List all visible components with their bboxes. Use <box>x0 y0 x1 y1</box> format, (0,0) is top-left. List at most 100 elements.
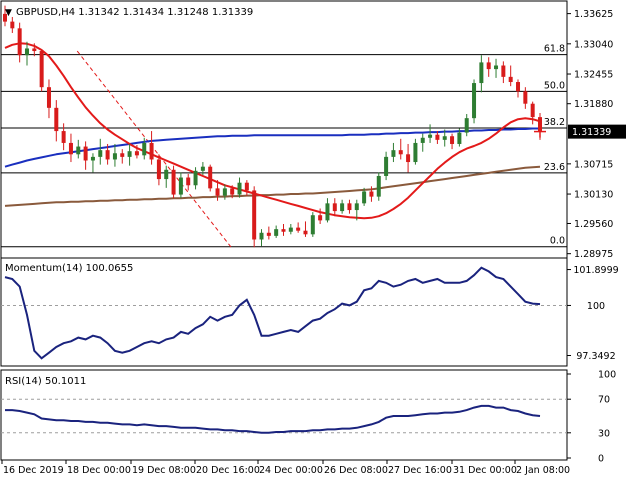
price-tick-label: 1.30715 <box>574 159 613 170</box>
momentum-series <box>1 266 567 360</box>
candle-body <box>178 177 183 195</box>
candle <box>325 198 330 223</box>
time-tick-label: 18 Dec 00:00 <box>67 465 131 476</box>
rsi-tick-label: 30 <box>598 428 610 439</box>
candle <box>296 222 301 233</box>
candle <box>376 172 381 201</box>
candle-body <box>76 146 81 155</box>
candle <box>134 145 139 159</box>
price-tick-label: 1.33040 <box>574 39 613 50</box>
rsi-tick-label: 100 <box>598 370 616 381</box>
candle-body <box>391 150 396 157</box>
candle-body <box>90 156 95 161</box>
candle <box>164 165 169 188</box>
candle <box>200 162 205 175</box>
rsi-title: RSI(14) 50.1011 <box>5 376 86 387</box>
candle-body <box>134 151 139 156</box>
momentum-tick-label: 97.3492 <box>576 351 615 362</box>
time-tick-label: 19 Dec 08:00 <box>132 465 196 476</box>
candle <box>516 79 521 98</box>
candle <box>193 167 198 190</box>
candle-body <box>193 170 198 186</box>
candle <box>494 58 499 78</box>
time-tick-label: 26 Dec 08:00 <box>324 465 388 476</box>
candle <box>472 79 477 124</box>
candle <box>17 22 22 63</box>
chart-header: ▼ GBPUSD,H4 1.31342 1.31434 1.31248 1.31… <box>5 7 253 18</box>
fib-level-label: 61.8 <box>544 44 565 55</box>
candle-body <box>464 118 469 133</box>
candle <box>149 131 154 165</box>
moving-averages <box>4 42 541 220</box>
candle <box>24 41 29 66</box>
candle-body <box>508 76 513 83</box>
time-tick-label: 31 Dec 00:00 <box>453 465 517 476</box>
candle <box>362 187 367 206</box>
price-panel-frame <box>0 0 568 283</box>
price-tick-label: 1.31880 <box>574 99 613 110</box>
candle <box>406 143 411 173</box>
candle-body <box>288 227 293 232</box>
candle <box>442 129 447 147</box>
candle <box>435 131 440 144</box>
candle-body <box>259 232 264 240</box>
candle-body <box>17 28 22 56</box>
time-tick-label: 27 Dec 16:00 <box>388 465 452 476</box>
momentum-title: Momentum(14) 100.0655 <box>5 263 133 274</box>
candle-body <box>442 136 447 140</box>
candle <box>354 199 359 221</box>
time-tick-label: 2 Jan 08:00 <box>516 465 570 476</box>
candle-body <box>244 182 249 191</box>
candle <box>142 137 147 160</box>
candle-body <box>32 48 37 52</box>
price-axis: 1.33625 1.33040 1.32455 1.31880 1.31339 1.307… <box>567 9 626 260</box>
candle-body <box>237 182 242 195</box>
candle-body <box>222 188 227 196</box>
candle <box>39 50 44 92</box>
candle-body <box>83 146 88 161</box>
candle-body <box>10 21 15 29</box>
candle <box>76 139 81 159</box>
collapse-arrow-icon[interactable]: ▼ <box>5 8 12 18</box>
candle-body <box>296 227 301 231</box>
candle-body <box>3 13 7 22</box>
chart-title: GBPUSD,H4 1.31342 1.31434 1.31248 1.3133… <box>16 7 253 18</box>
price-tick-label: 1.32455 <box>574 70 613 81</box>
candle <box>523 87 528 109</box>
candle <box>3 5 7 27</box>
candle-body <box>530 103 535 118</box>
candle <box>178 172 183 199</box>
candle-body <box>310 215 315 235</box>
candle-body <box>523 91 528 104</box>
candle <box>98 138 103 165</box>
candle-body <box>230 188 235 195</box>
candle <box>127 143 132 166</box>
candle-body <box>486 62 491 70</box>
candle-body <box>413 142 418 163</box>
candle <box>369 186 374 202</box>
candle-body <box>112 153 117 160</box>
rsi-tick-label: 70 <box>598 395 610 406</box>
candle <box>46 79 51 119</box>
candle <box>281 223 286 236</box>
candle <box>501 61 506 84</box>
candle-body <box>435 134 440 140</box>
candle-body <box>457 132 462 144</box>
candle <box>332 198 337 217</box>
candle-body <box>281 229 286 232</box>
candle <box>215 180 220 201</box>
candle <box>171 165 176 199</box>
momentum-axis: 101.8999 100 97.3492 <box>567 265 619 362</box>
candle-body <box>362 191 367 204</box>
candle <box>112 143 117 167</box>
candle-body <box>127 151 132 157</box>
candle <box>508 65 513 87</box>
fib-level-label: 23.6 <box>544 162 565 173</box>
candle-body <box>472 83 477 119</box>
candle-body <box>61 131 66 143</box>
candle <box>288 223 293 235</box>
candle-body <box>318 215 323 221</box>
candle-body <box>325 203 330 221</box>
candle <box>347 199 352 214</box>
rsi-panel-frame <box>0 369 568 461</box>
